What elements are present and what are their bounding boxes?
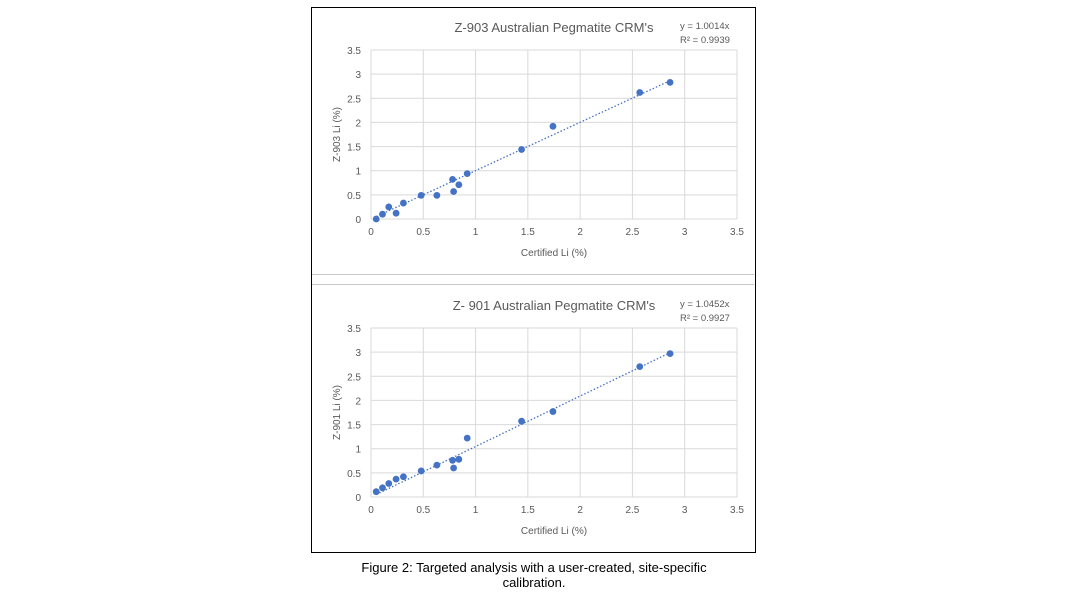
gridlines — [370, 49, 738, 220]
panel-divider — [312, 274, 754, 285]
y-tick-label: 2 — [355, 118, 361, 129]
x-tick-label: 0 — [368, 227, 374, 238]
figure-caption: Figure 2: Targeted analysis with a user-… — [361, 560, 707, 590]
trendline-r2: R² = 0.9927 — [680, 313, 730, 324]
y-tick-label: 3.5 — [347, 324, 361, 335]
y-tick-label: 0 — [355, 215, 361, 226]
chart-z901: 0 0.5 1 1.5 2 2.5 3 3.5 0 0.5 1 1.5 2 2.5 3 3.5 Z- 901 A… — [332, 298, 744, 537]
data-point — [372, 488, 380, 496]
data-point — [372, 215, 380, 223]
data-point — [449, 456, 456, 464]
data-point — [392, 475, 400, 483]
data-point — [636, 89, 644, 96]
y-tick-label: 2.5 — [347, 372, 361, 383]
data-point — [666, 350, 674, 357]
data-point — [379, 484, 386, 492]
x-tick-label: 1 — [473, 505, 479, 516]
data-point — [463, 434, 471, 442]
data-point — [450, 188, 458, 195]
data-point — [417, 467, 425, 475]
chart-title: Z- 901 Australian Pegmatite CRM's — [453, 298, 656, 313]
data-point — [379, 210, 386, 218]
trendline-r2: R² = 0.9939 — [680, 35, 730, 46]
data-point — [666, 78, 674, 86]
data-point — [450, 464, 458, 472]
chart-panel-z903: 0 0.5 1 1.5 2 2.5 3 3.5 0 0.5 1 1.5 2 2.5 3 3.5 Z-903 Au… — [312, 8, 754, 274]
data-point — [449, 176, 456, 183]
data-point — [385, 203, 393, 211]
x-tick-label: 1.5 — [521, 227, 535, 238]
x-axis-label: Certified Li (%) — [521, 248, 587, 259]
data-point — [392, 209, 400, 217]
data-point — [417, 191, 425, 199]
data-point — [518, 417, 525, 425]
data-point — [400, 473, 407, 481]
y-tick-label: 3.5 — [347, 46, 361, 57]
x-tick-label: 1.5 — [521, 505, 535, 516]
data-point — [455, 181, 463, 189]
x-tick-label: 3 — [682, 505, 688, 516]
x-tick-label: 3.5 — [730, 505, 744, 516]
x-axis-label: Certified Li (%) — [521, 526, 587, 537]
x-tick-label: 0.5 — [416, 505, 430, 516]
y-tick-label: 0 — [355, 493, 361, 504]
data-point — [385, 480, 393, 487]
data-point — [400, 199, 407, 207]
y-axis-label: Z-901 Li (%) — [332, 385, 343, 440]
y-tick-label: 3 — [355, 70, 361, 81]
x-tick-label: 2.5 — [625, 505, 639, 516]
x-tick-label: 1 — [473, 227, 479, 238]
data-point — [636, 363, 644, 371]
chart-title: Z-903 Australian Pegmatite CRM's — [454, 20, 654, 35]
x-tick-label: 0.5 — [416, 227, 430, 238]
figure-frame: 0 0.5 1 1.5 2 2.5 3 3.5 0 0.5 1 1.5 2 2.5 3 3.5 Z-903 Au… — [311, 7, 756, 553]
data-points — [372, 78, 674, 223]
gridlines — [370, 327, 738, 498]
y-axis-label: Z-903 Li (%) — [332, 107, 343, 162]
data-point — [549, 408, 557, 415]
x-tick-label: 2.5 — [625, 227, 639, 238]
x-tick-label: 3 — [682, 227, 688, 238]
data-point — [433, 191, 441, 199]
y-tick-label: 1.5 — [347, 143, 361, 154]
y-tick-label: 3 — [355, 348, 361, 359]
trendline-equation: y = 1.0014x — [680, 21, 730, 32]
y-tick-label: 1 — [355, 167, 361, 178]
x-tick-label: 2 — [577, 505, 583, 516]
chart-z903: 0 0.5 1 1.5 2 2.5 3 3.5 0 0.5 1 1.5 2 2.5 3 3.5 Z-903 Au… — [332, 20, 744, 259]
chart-panel-z901: 0 0.5 1 1.5 2 2.5 3 3.5 0 0.5 1 1.5 2 2.5 3 3.5 Z- 901 A… — [312, 286, 754, 551]
y-tick-label: 0.5 — [347, 191, 361, 202]
x-tick-label: 0 — [368, 505, 374, 516]
x-tick-label: 3.5 — [730, 227, 744, 238]
y-tick-label: 2 — [355, 396, 361, 407]
trendline-equation: y = 1.0452x — [680, 299, 730, 310]
data-point — [455, 455, 463, 463]
y-tick-label: 2.5 — [347, 94, 361, 105]
data-point — [518, 146, 525, 153]
y-tick-label: 0.5 — [347, 469, 361, 480]
y-tick-label: 1 — [355, 445, 361, 456]
data-point — [463, 170, 471, 178]
data-point — [549, 122, 557, 130]
data-points — [372, 350, 674, 496]
y-tick-label: 1.5 — [347, 421, 361, 432]
data-point — [433, 461, 441, 469]
x-tick-label: 2 — [577, 227, 583, 238]
